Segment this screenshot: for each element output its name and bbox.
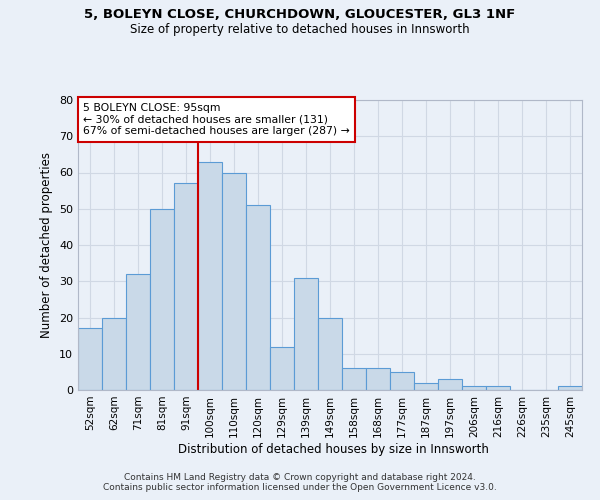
Bar	[318, 318, 342, 390]
Bar	[246, 205, 270, 390]
Bar	[126, 274, 150, 390]
Bar	[342, 368, 366, 390]
Bar	[222, 172, 246, 390]
Bar	[78, 328, 102, 390]
Text: Size of property relative to detached houses in Innsworth: Size of property relative to detached ho…	[130, 22, 470, 36]
Text: Contains HM Land Registry data © Crown copyright and database right 2024.: Contains HM Land Registry data © Crown c…	[124, 472, 476, 482]
Y-axis label: Number of detached properties: Number of detached properties	[40, 152, 53, 338]
Bar	[366, 368, 390, 390]
Bar	[270, 346, 294, 390]
Text: 5 BOLEYN CLOSE: 95sqm
← 30% of detached houses are smaller (131)
67% of semi-det: 5 BOLEYN CLOSE: 95sqm ← 30% of detached …	[83, 103, 350, 136]
Bar	[174, 184, 198, 390]
Bar	[294, 278, 318, 390]
Bar	[414, 383, 438, 390]
Text: 5, BOLEYN CLOSE, CHURCHDOWN, GLOUCESTER, GL3 1NF: 5, BOLEYN CLOSE, CHURCHDOWN, GLOUCESTER,…	[85, 8, 515, 20]
Bar	[486, 386, 510, 390]
Bar	[102, 318, 126, 390]
Text: Contains public sector information licensed under the Open Government Licence v3: Contains public sector information licen…	[103, 482, 497, 492]
Bar	[462, 386, 486, 390]
Bar	[558, 386, 582, 390]
Bar	[438, 379, 462, 390]
Bar	[390, 372, 414, 390]
Text: Distribution of detached houses by size in Innsworth: Distribution of detached houses by size …	[178, 442, 488, 456]
Bar	[150, 209, 174, 390]
Bar	[198, 162, 222, 390]
